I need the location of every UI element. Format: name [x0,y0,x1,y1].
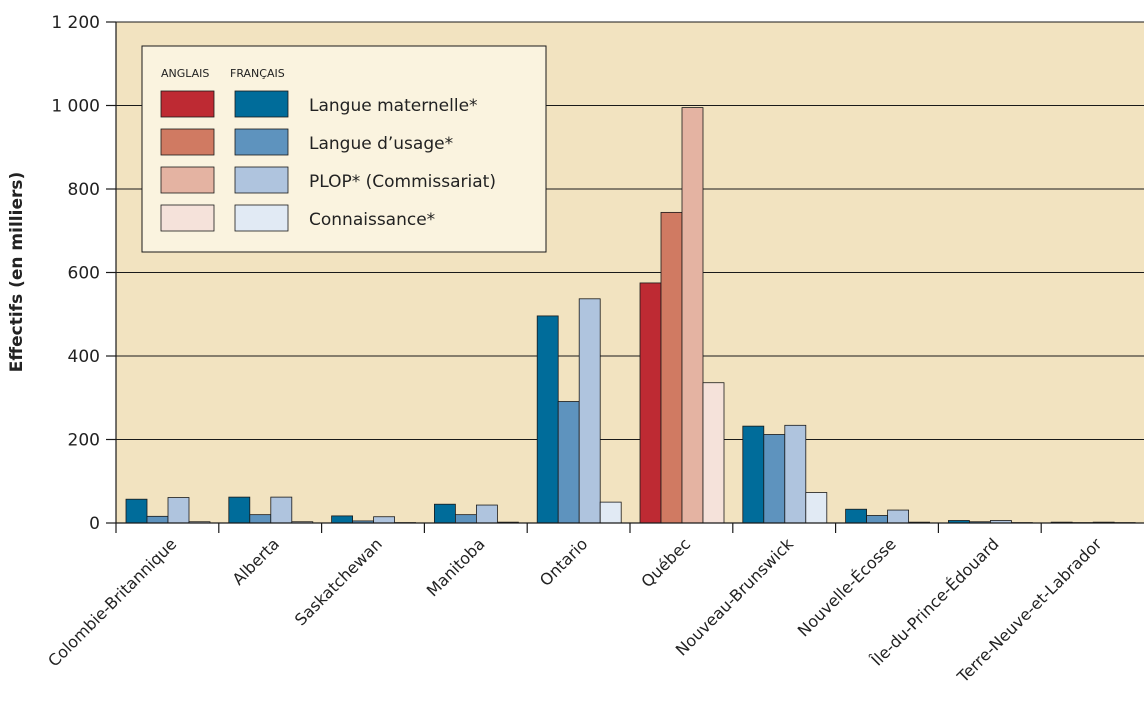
x-tick-label: Ontario [536,534,592,590]
y-axis-label: Effectifs (en milliers) [7,172,27,373]
bar [578,298,601,524]
legend-swatch-anglais [160,166,215,194]
y-tick-labels: 0 200 400 600 800 1 000 1 200 [51,13,100,534]
y-tick-label: 600 [68,264,100,284]
y-tick-label: 200 [68,431,100,451]
legend-label: Langue d’usage* [309,134,453,154]
legend-label: PLOP* (Commissariat) [309,172,496,192]
bar [599,501,622,524]
bar [702,382,725,524]
bar [742,425,765,524]
legend-swatch-francais [234,166,289,194]
bar [784,424,807,524]
x-tick-labels: Colombie-Britannique Alberta Saskatchewan M… [44,534,1106,687]
legend-swatch-francais [234,90,289,118]
bar [639,282,662,524]
legend-swatch-anglais [160,90,215,118]
bar [331,515,354,524]
x-tick-label: Manitoba [423,534,489,600]
bars [125,107,1136,524]
y-tick-label: 800 [68,180,100,200]
legend-swatch-anglais [160,204,215,232]
x-tick-label: Québec [637,534,694,591]
bar [228,496,251,524]
x-tick-label: Nouvelle-Écosse [794,534,900,640]
bar [475,504,498,524]
bar [805,492,828,524]
bar [660,211,683,524]
legend-swatch-anglais [160,128,215,156]
bar [125,498,148,524]
x-tick-label: Nouveau-Brunswick [672,534,798,660]
y-tick-label: 400 [68,347,100,367]
bar [373,516,396,524]
y-tick-label: 1 000 [51,97,100,117]
x-tick-label: Alberta [229,534,283,588]
legend-swatch-francais [234,128,289,156]
bar [866,515,888,524]
legend-swatch-francais [234,204,289,232]
bar [887,509,909,524]
y-tick-label: 1 200 [51,13,100,33]
bar [433,503,456,524]
legend: ANGLAIS FRANÇAIS Langue maternelle*Langu… [141,45,547,253]
legend-header-anglais: ANGLAIS [161,67,209,80]
bar [146,515,169,524]
legend-header-francais: FRANÇAIS [230,67,285,80]
bar [454,514,477,524]
bar [681,107,704,524]
axes [106,21,1144,533]
bar [167,497,190,524]
bar [249,514,272,524]
bar [557,401,580,524]
legend-items: Langue maternelle* Langue d’usage* PLOP* (… [160,90,496,232]
x-tick-label: Colombie-Britannique [44,534,180,670]
bar [845,508,867,524]
legend-label: Langue maternelle* [309,96,478,116]
bar [270,496,293,524]
bar [763,434,786,524]
y-tick-label: 0 [89,514,100,534]
bar [536,315,559,524]
x-tick-label: Saskatchewan [291,534,386,629]
legend-label: Connaissance* [309,210,435,230]
